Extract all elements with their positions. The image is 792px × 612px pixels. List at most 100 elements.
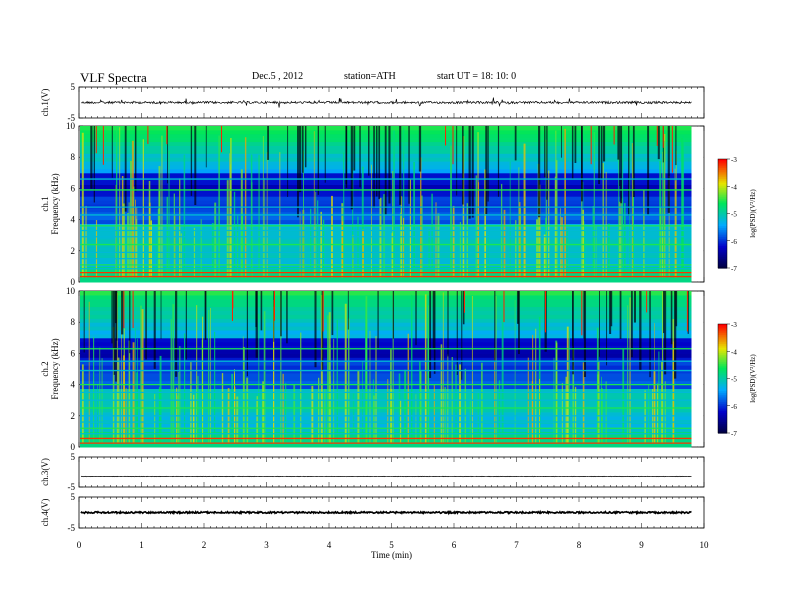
signal-trace [80, 509, 692, 516]
colorbar-segment [718, 160, 727, 164]
colorbar-tick-label: -4 [731, 348, 737, 356]
colorbar-segment [718, 383, 727, 387]
spectrogram-band [80, 404, 692, 409]
spectrogram-band [80, 298, 692, 304]
spectrogram-band [80, 302, 692, 308]
colorbar-segment [718, 175, 727, 178]
colorbar-segment [718, 396, 727, 400]
colorbar-segment [718, 235, 727, 238]
colorbar-segment [718, 343, 727, 347]
colorbar-segment [718, 391, 727, 394]
spectrogram-band [80, 372, 692, 378]
colorbar-segment [718, 191, 727, 195]
colorbar-segment [718, 411, 727, 414]
colorbar-segment [718, 354, 727, 358]
x-tick-label: 1 [139, 540, 144, 550]
colorbar-segment [718, 340, 727, 343]
colorbar-segment [718, 338, 727, 341]
colorbar-segment [718, 394, 727, 398]
y-tick-label: -5 [68, 523, 76, 533]
colorbar-tick-label: -3 [731, 156, 737, 164]
y-tick-label: 4 [71, 215, 76, 225]
y-tick-label: 2 [71, 411, 76, 421]
colorbar-segment [718, 229, 727, 233]
colorbar-tick-label: -6 [731, 238, 737, 246]
spectrogram-band [80, 246, 692, 252]
spectrogram-band [80, 423, 692, 428]
colorbar-segment [718, 425, 727, 429]
colorbar-segment [718, 367, 727, 371]
colorbar-segment [718, 197, 727, 200]
colorbar-segment [718, 257, 727, 260]
y-tick-label: -5 [68, 482, 76, 492]
colorbar-segment [718, 331, 727, 334]
colorbar-segment [718, 374, 727, 378]
colorbar-segment [718, 264, 727, 267]
no-data-region [691, 126, 704, 282]
y-tick-label: 8 [71, 317, 76, 327]
colorbar-segment [718, 186, 727, 189]
colorbar-label: log(PSD)(V²/Hz) [749, 189, 757, 238]
colorbar-segment [718, 266, 727, 269]
y-axis-label: Frequency (kHz) [50, 173, 60, 234]
colorbar-segment [718, 164, 727, 167]
colorbar-segment [718, 327, 727, 331]
colorbar-segment [718, 420, 727, 423]
y-tick-label: -5 [68, 113, 76, 123]
chart-title: VLF Spectra [80, 70, 147, 85]
spectrogram-band [80, 294, 692, 300]
spectrogram-band [80, 408, 692, 413]
colorbar-segment [718, 423, 727, 427]
colorbar-segment [718, 211, 727, 215]
colorbar-segment [718, 238, 727, 242]
colorbar-segment [718, 208, 727, 211]
y-tick-label: 6 [71, 348, 76, 358]
colorbar-segment [718, 206, 727, 209]
spectrogram-band [80, 341, 692, 347]
colorbar-segment [718, 358, 727, 361]
signal-trace [81, 97, 692, 108]
colorbar-segment [718, 178, 727, 182]
y-axis-label: ch.4(V) [40, 499, 50, 527]
spectrogram-band [80, 215, 692, 221]
colorbar-segment [718, 360, 727, 363]
colorbar-segment [718, 336, 727, 340]
spectrogram-band [80, 326, 692, 331]
panel-4 [78, 456, 705, 488]
spectrogram-band [80, 384, 692, 389]
colorbar-segment [718, 407, 727, 410]
colorbar-segment [718, 233, 727, 236]
colorbar-segment [718, 365, 727, 369]
colorbar-segment [718, 345, 727, 349]
colorbar-segment [718, 200, 727, 204]
spectrogram-band [80, 306, 692, 311]
colorbar-segment [718, 240, 727, 244]
colorbar-segment [718, 166, 727, 169]
y-axis-label: Frequency (kHz) [50, 338, 60, 399]
colorbar-segment [718, 258, 727, 262]
colorbar-segment [718, 389, 727, 392]
colorbar-segment [718, 222, 727, 225]
colorbar-segment [718, 418, 727, 421]
colorbar-segment [718, 403, 727, 407]
y-axis-label: ch.2 [40, 361, 50, 376]
colorbar-segment [718, 249, 727, 253]
x-tick-label: 4 [327, 540, 332, 550]
colorbar-segment [718, 202, 727, 206]
spectrogram-band [80, 231, 692, 236]
spectrogram-band [80, 353, 692, 358]
spectrogram-band [80, 322, 692, 327]
spectrogram-band [80, 239, 692, 244]
colorbar-segment [718, 184, 727, 187]
colorbar-segment [718, 189, 727, 193]
colorbar-segment [718, 260, 727, 264]
colorbar-segment [718, 347, 727, 351]
spectrogram-band [80, 310, 692, 315]
panel-2: -3 -4 -5 -6 -7 log(PSD)(V²/Hz) [78, 125, 757, 283]
colorbar-segment [718, 409, 727, 412]
colorbar-segment [718, 218, 727, 222]
date-label: Dec.5 , 2012 [252, 71, 304, 82]
colorbar-segment [718, 255, 727, 258]
spectrogram-band [80, 227, 692, 232]
